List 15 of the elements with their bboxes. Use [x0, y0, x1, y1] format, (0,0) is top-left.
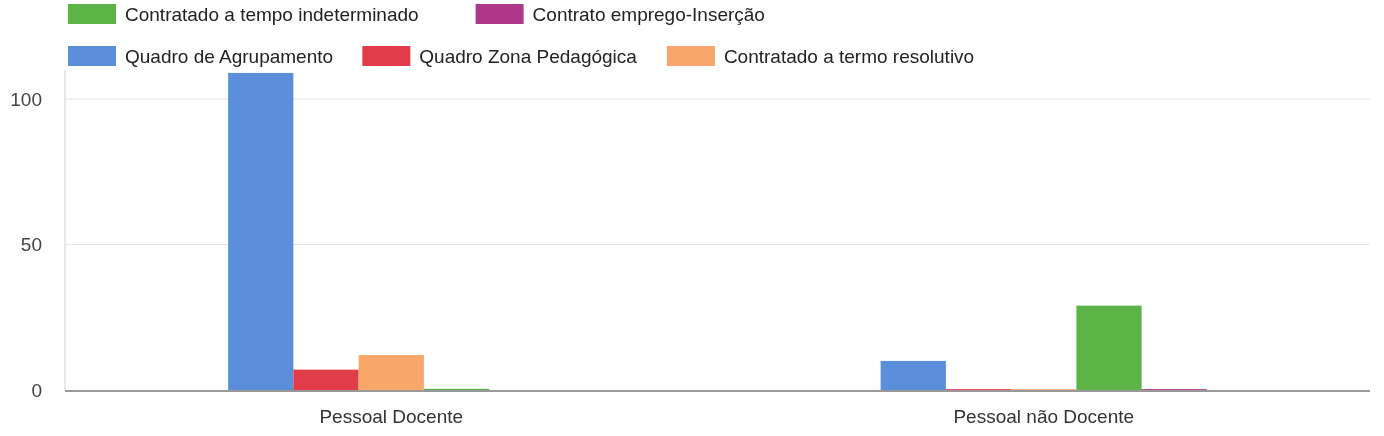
legend-label: Contratado a tempo indeterminado — [125, 3, 419, 25]
legend-label: Quadro Zona Pedagógica — [419, 45, 638, 67]
x-tick-label: Pessoal Docente — [319, 406, 464, 427]
bar — [358, 355, 424, 390]
bar — [1076, 305, 1142, 390]
y-tick-label: 0 — [31, 379, 42, 401]
y-tick-label: 100 — [10, 88, 42, 110]
legend-label: Contrato emprego-Inserção — [532, 3, 765, 25]
y-tick-label: 50 — [20, 234, 42, 256]
bar — [293, 369, 359, 390]
legend-label: Contratado a termo resolutivo — [723, 45, 975, 67]
legend-label: Quadro de Agrupamento — [125, 45, 334, 67]
x-tick-label: Pessoal não Docente — [953, 406, 1135, 427]
bar — [880, 360, 946, 390]
bar — [228, 72, 294, 390]
